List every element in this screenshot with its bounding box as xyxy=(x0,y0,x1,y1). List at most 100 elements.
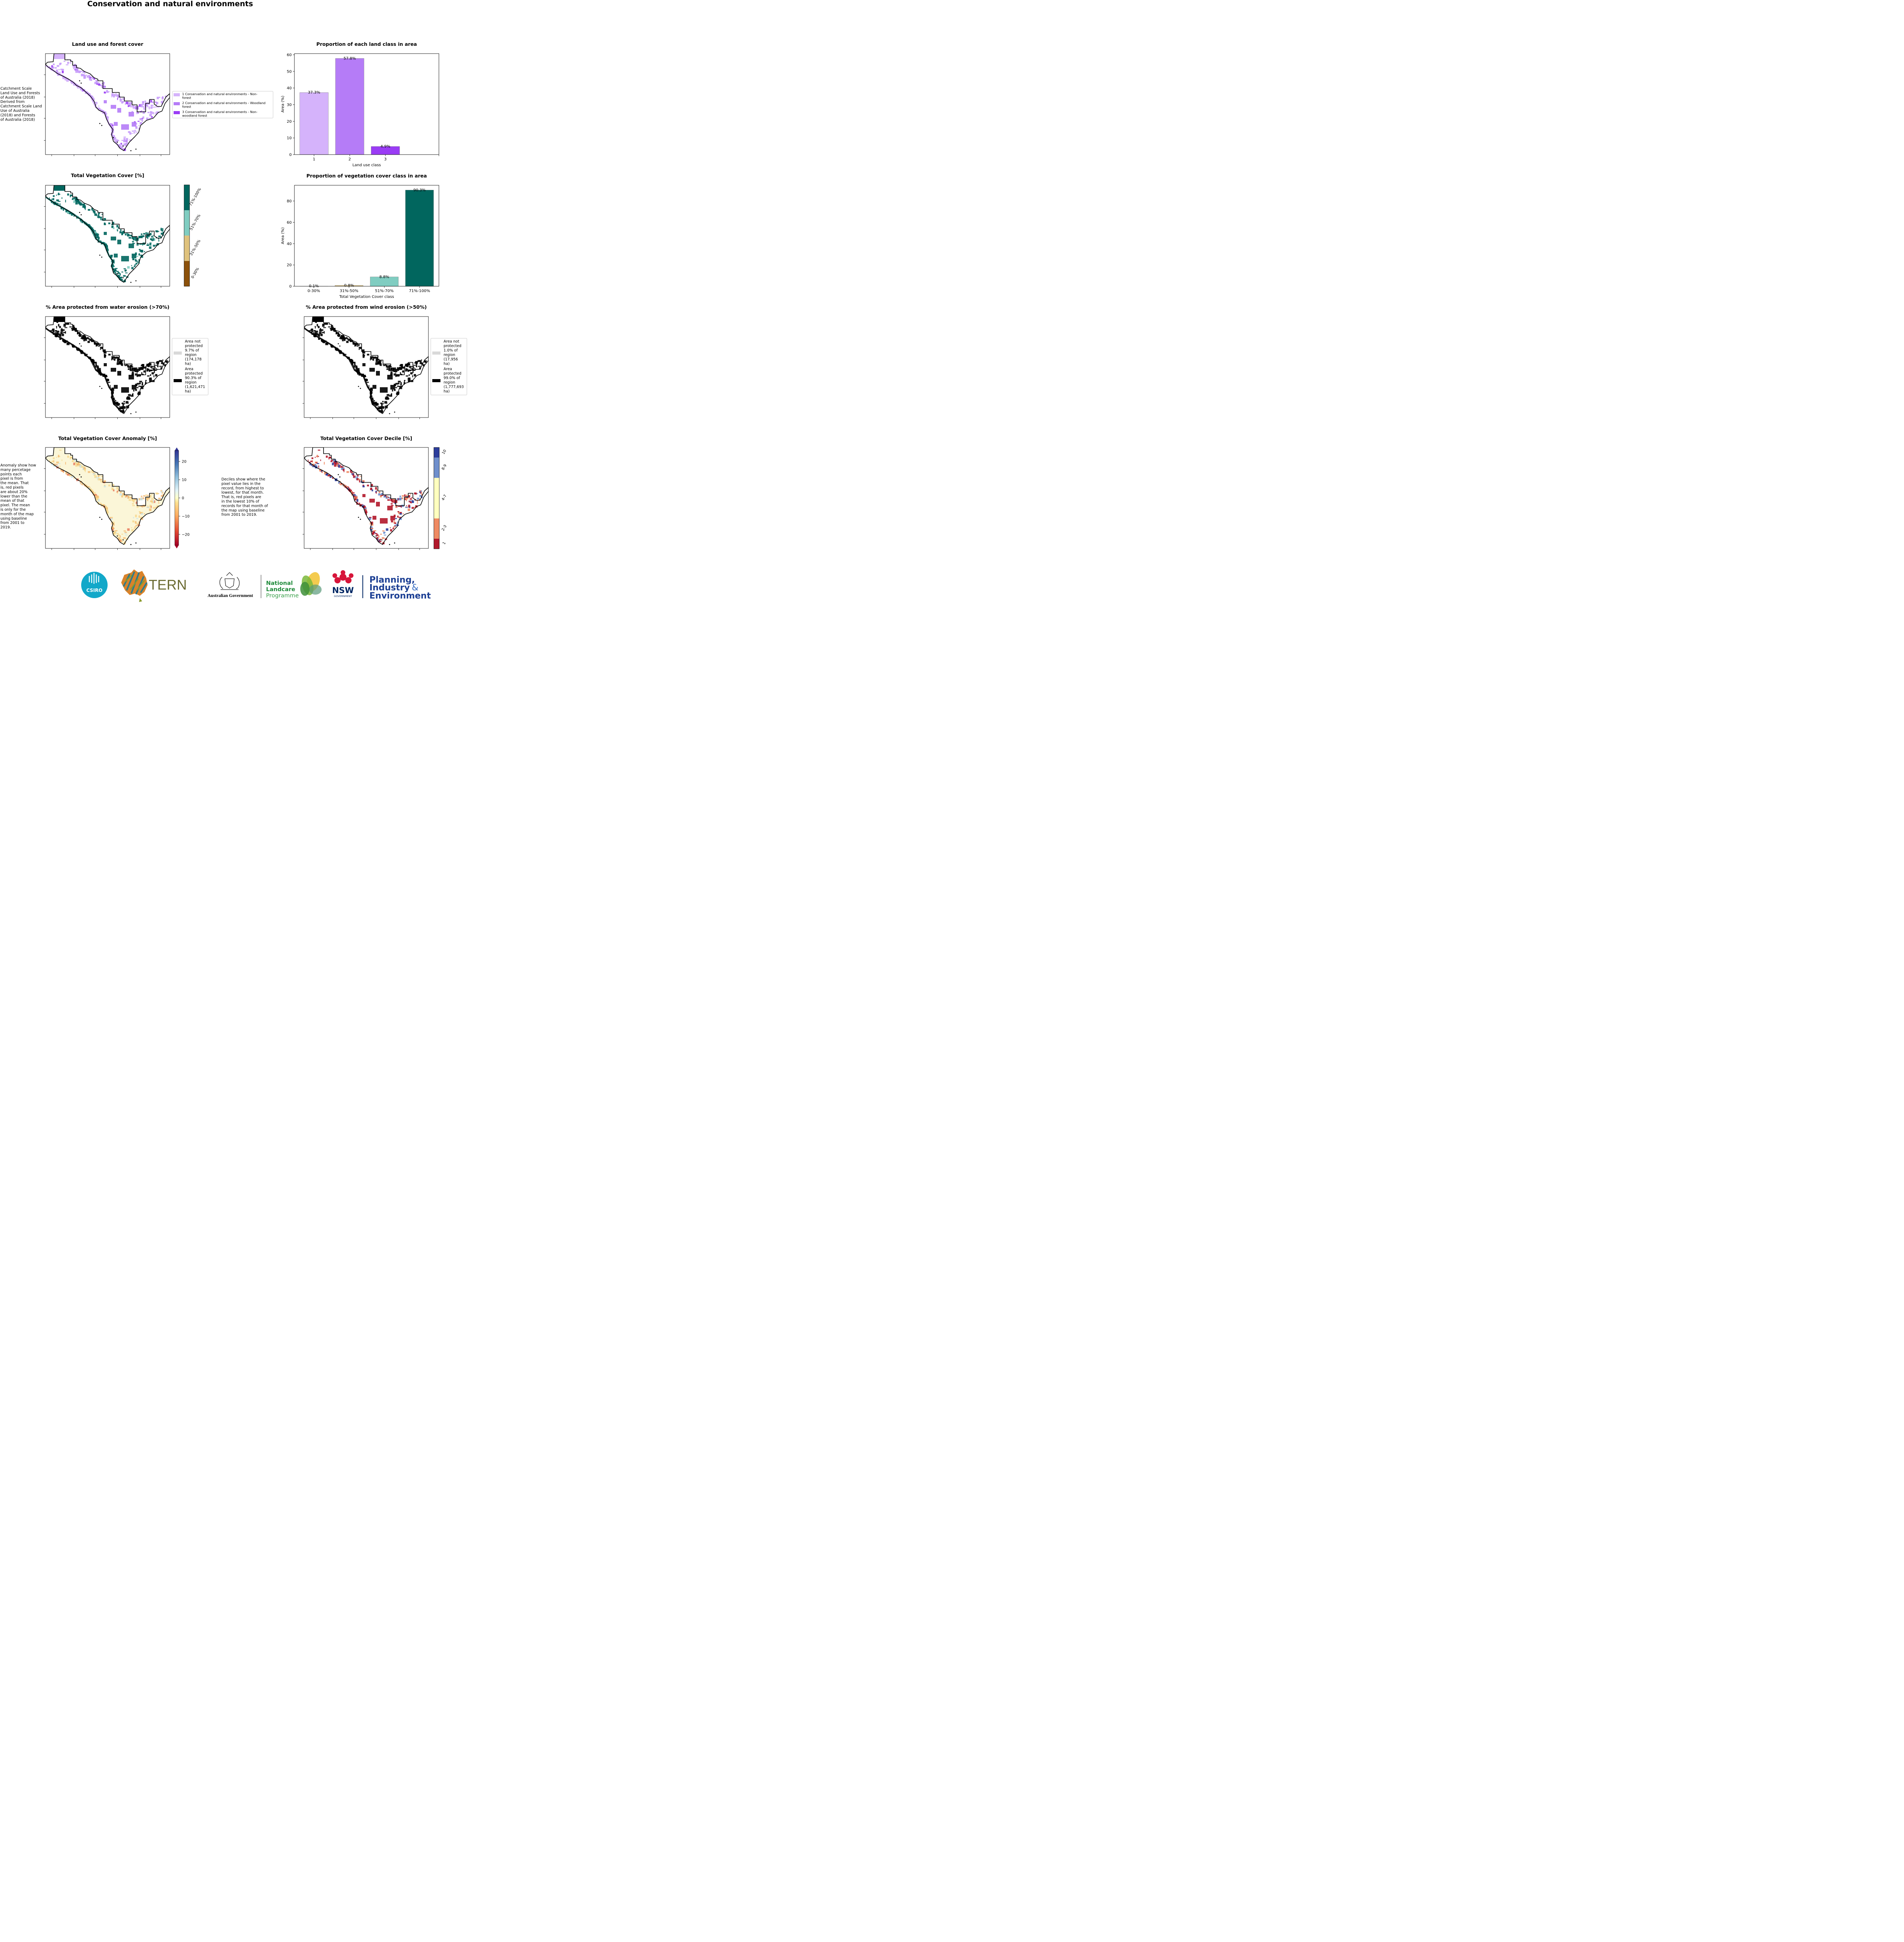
region-outline xyxy=(304,317,428,414)
x-tick-label: 71%-100% xyxy=(409,289,430,293)
island-dot xyxy=(113,400,114,401)
map-pixel-patch xyxy=(138,125,140,126)
map-pixel-patch xyxy=(131,265,132,266)
map-pixel-patch xyxy=(56,332,58,335)
colorbar-tick-label: 10 xyxy=(182,478,186,482)
island-dot xyxy=(358,386,359,387)
map-pixel-patch xyxy=(97,82,99,84)
map-pixel-patch xyxy=(78,86,79,89)
map-pixel-patch xyxy=(80,219,82,221)
region-fill xyxy=(45,185,170,282)
map-pixel-patch xyxy=(155,101,157,103)
map-pixel-patch xyxy=(53,63,55,66)
text-line: protected xyxy=(444,372,461,376)
map-pixel-patch xyxy=(102,85,103,88)
water-legend-swatch-protected xyxy=(174,379,182,382)
map-pixel-patch xyxy=(405,506,408,508)
map-pixel-patch xyxy=(132,258,134,260)
map-pixel-patch xyxy=(349,359,352,360)
map-tract xyxy=(369,499,375,503)
map-pixel-patch xyxy=(65,472,68,474)
map-pixel-patch xyxy=(155,506,158,508)
map-pixel-patch xyxy=(417,500,418,502)
map-pixel-patch xyxy=(332,463,334,465)
map-pixel-patch xyxy=(127,365,129,367)
map-pixel-patch xyxy=(119,231,122,233)
y-tick-label: 60 xyxy=(287,53,292,57)
map-pixel-patch xyxy=(122,97,125,100)
map-tract xyxy=(393,369,397,372)
map-pixel-patch xyxy=(65,200,66,203)
map-pixel-patch xyxy=(73,477,75,479)
map-pixel-patch xyxy=(114,530,115,531)
map-pixel-patch xyxy=(150,495,152,498)
map-pixel-patch xyxy=(324,331,325,334)
map-border xyxy=(45,185,170,287)
map-pixel-patch xyxy=(106,507,108,509)
map-pixel-patch xyxy=(111,526,114,529)
map-pixel-patch xyxy=(117,362,119,365)
map-pixel-patch xyxy=(351,473,354,475)
map-pixel-patch xyxy=(67,79,68,82)
island-dot xyxy=(381,408,383,410)
anomaly-colorbar-ticks: 20 10 0 −10 −20 xyxy=(179,460,190,537)
map-pixel-patch xyxy=(336,332,339,334)
map-pixel-patch xyxy=(146,235,149,237)
map-pixel-patch xyxy=(317,455,318,458)
map-pixel-patch xyxy=(95,365,97,368)
colorbar-segment xyxy=(184,235,190,261)
map-pixel-patch xyxy=(153,375,155,378)
map-pixel-patch xyxy=(381,409,383,412)
map-pixel-patch xyxy=(388,398,390,400)
map-pixel-patch xyxy=(158,240,160,242)
map-pixel-patch xyxy=(161,492,163,494)
map-tract xyxy=(390,516,395,520)
map-pixel-patch xyxy=(153,500,154,503)
map-pixel-patch xyxy=(143,497,144,499)
map-pixel-patch xyxy=(395,387,397,388)
island-dot xyxy=(122,539,124,541)
map-pixel-patch xyxy=(59,334,62,336)
map-pixel-patch xyxy=(126,364,127,366)
map-pixel-patch xyxy=(162,233,164,236)
map-pixel-patch xyxy=(120,273,121,276)
map-pixel-patch xyxy=(72,328,75,331)
map-tract xyxy=(387,375,393,379)
map-pixel-patch xyxy=(153,507,155,509)
waratah-icon xyxy=(332,570,353,583)
x-tick-label: 1 xyxy=(313,157,315,162)
map-pixel-patch xyxy=(124,401,125,403)
map-pixel-patch xyxy=(145,494,147,497)
map-pixel-patch xyxy=(96,369,98,370)
y-tick-label: 40 xyxy=(287,86,292,90)
veg-cover-map-title: Total Vegetation Cover [%] xyxy=(71,172,144,178)
water-legend-swatch-not-protected xyxy=(174,352,182,355)
x-tick-label: 0-30% xyxy=(308,289,320,293)
map-pixel-patch xyxy=(124,364,125,365)
y-tick-label: 60 xyxy=(287,221,292,225)
island-dot xyxy=(358,517,359,518)
map-pixel-patch xyxy=(425,360,426,363)
map-pixel-patch xyxy=(150,374,151,376)
text-line: points each xyxy=(0,472,22,477)
map-pixel-patch xyxy=(329,475,332,478)
map-pixel-patch xyxy=(71,198,74,200)
map-pixel-patch xyxy=(376,357,378,360)
text-line: is only for the xyxy=(0,508,26,512)
map-pixel-patch xyxy=(91,208,93,211)
map-pixel-patch xyxy=(359,503,360,505)
map-pixel-patch xyxy=(119,405,120,407)
map-north-patch xyxy=(54,54,65,59)
map-pixel-patch xyxy=(125,141,128,142)
map-pixel-patch xyxy=(129,365,132,367)
text-line: region xyxy=(444,381,455,385)
colorbar-tick-label: −10 xyxy=(182,514,190,519)
map-pixel-patch xyxy=(150,106,153,109)
map-pixel-patch xyxy=(52,328,55,330)
map-pixel-patch xyxy=(322,324,324,325)
map-pixel-patch xyxy=(57,65,59,67)
map-pixel-patch xyxy=(411,368,414,371)
island-dot xyxy=(130,150,132,151)
map-pixel-patch xyxy=(141,513,143,515)
